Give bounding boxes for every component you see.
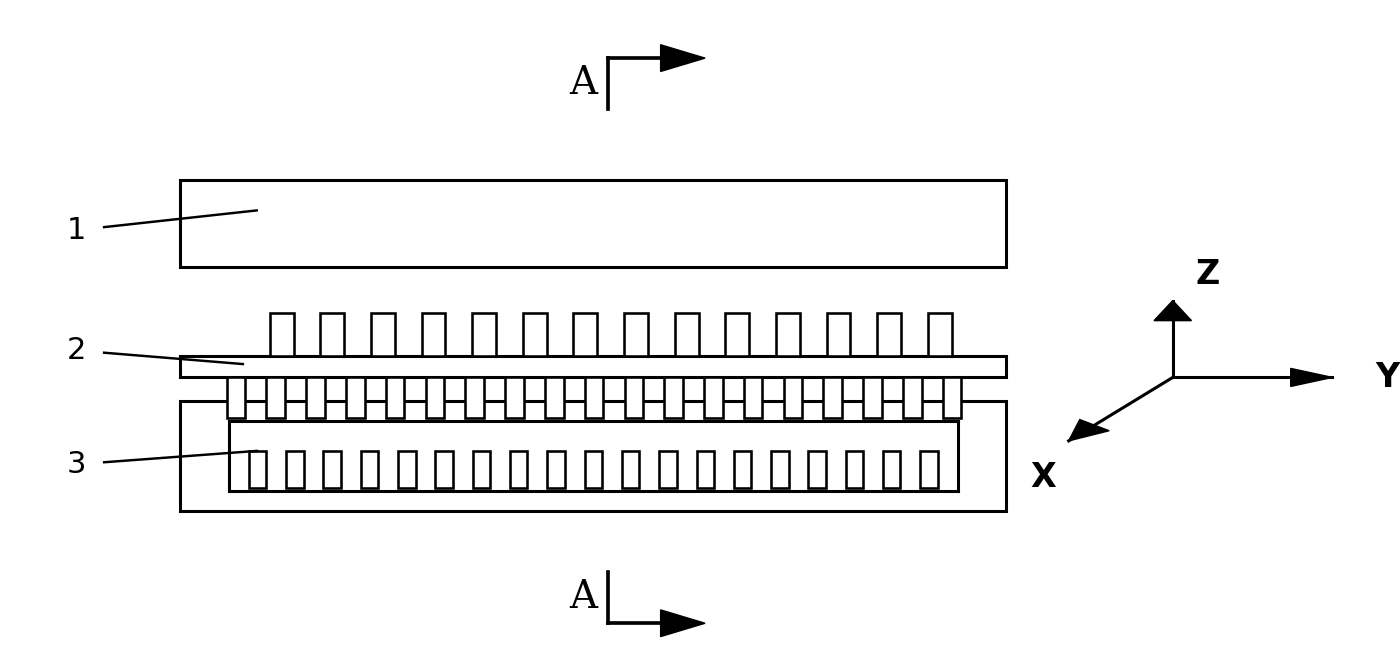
Bar (704, 377, 722, 418)
Bar (371, 313, 395, 356)
Bar (664, 377, 683, 418)
Bar (522, 313, 546, 356)
Polygon shape (661, 45, 706, 71)
Bar (826, 313, 850, 356)
Bar (624, 377, 643, 418)
Bar (784, 377, 802, 418)
Polygon shape (1291, 369, 1333, 386)
Bar (864, 377, 882, 418)
Bar (903, 377, 921, 418)
Bar (266, 377, 286, 418)
Bar (574, 313, 598, 356)
Bar (675, 313, 699, 356)
Bar (435, 451, 452, 488)
Text: 3: 3 (67, 450, 85, 479)
Bar (323, 451, 342, 488)
Bar (697, 451, 714, 488)
Bar (622, 451, 640, 488)
Bar (776, 313, 799, 356)
Bar (249, 451, 266, 488)
Bar (624, 313, 648, 356)
Bar (510, 451, 528, 488)
Polygon shape (1068, 420, 1109, 441)
Bar (928, 313, 952, 356)
Polygon shape (661, 610, 706, 637)
Bar (883, 451, 900, 488)
Text: Y: Y (1376, 361, 1400, 394)
Bar (846, 451, 864, 488)
Bar (181, 401, 1007, 511)
Bar (505, 377, 524, 418)
Bar (734, 451, 752, 488)
Bar (473, 451, 490, 488)
Bar (230, 421, 958, 491)
Bar (585, 451, 602, 488)
Bar (547, 451, 564, 488)
Bar (725, 313, 749, 356)
Bar (545, 377, 564, 418)
Bar (585, 377, 603, 418)
Bar (920, 451, 938, 488)
Bar (386, 377, 405, 418)
Text: Z: Z (1196, 258, 1219, 291)
Bar (823, 377, 841, 418)
Bar (942, 377, 962, 418)
Bar (346, 377, 364, 418)
Bar (808, 451, 826, 488)
Bar (286, 451, 304, 488)
Bar (472, 313, 496, 356)
Polygon shape (1154, 301, 1191, 321)
Text: A: A (568, 579, 596, 617)
Bar (421, 313, 445, 356)
Bar (465, 377, 484, 418)
Bar (878, 313, 902, 356)
Text: A: A (568, 65, 596, 102)
Bar (361, 451, 378, 488)
Bar (398, 451, 416, 488)
Bar (181, 180, 1007, 267)
Text: 1: 1 (67, 216, 85, 245)
Bar (227, 377, 245, 418)
Bar (321, 313, 344, 356)
Bar (771, 451, 788, 488)
Text: X: X (1030, 461, 1057, 494)
Bar (659, 451, 676, 488)
Text: 2: 2 (67, 336, 85, 365)
Bar (307, 377, 325, 418)
Bar (181, 356, 1007, 377)
Bar (426, 377, 444, 418)
Bar (743, 377, 763, 418)
Bar (270, 313, 294, 356)
